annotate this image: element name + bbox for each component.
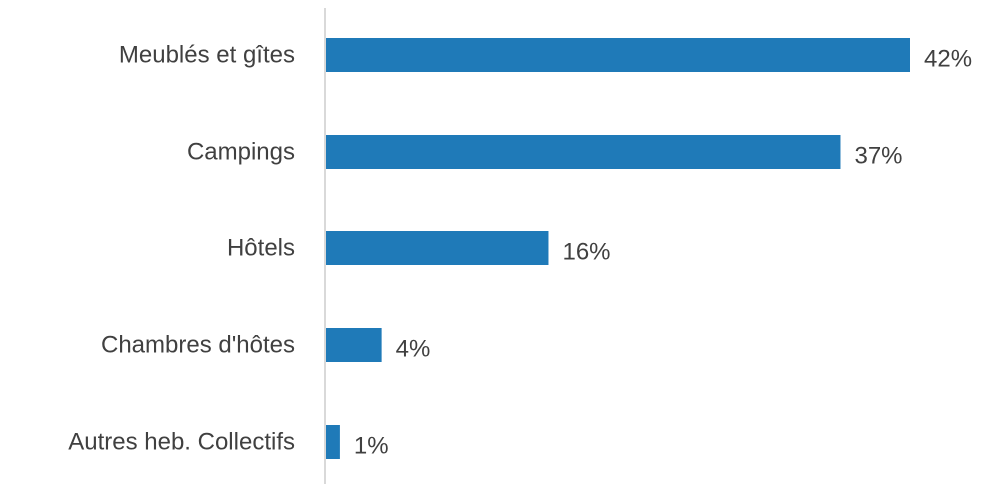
bar-campings	[326, 135, 841, 169]
value-labels-layer: 42% 37% 16% 4% 1%	[354, 46, 972, 460]
bar-chambres-d-hotes	[326, 328, 382, 362]
value-label-autres-heb-collectifs: 1%	[354, 433, 389, 460]
value-label-hotels: 16%	[562, 239, 610, 266]
category-label-hotels: Hôtels	[227, 235, 295, 262]
bar-autres-heb-collectifs	[326, 425, 340, 459]
value-label-chambres-d-hotes: 4%	[396, 336, 431, 363]
value-label-campings: 37%	[854, 143, 902, 170]
bar-hotels	[326, 231, 549, 265]
category-label-campings: Campings	[187, 139, 295, 166]
category-label-meubles-et-gites: Meublés et gîtes	[119, 42, 295, 69]
category-label-autres-heb-collectifs: Autres heb. Collectifs	[68, 429, 295, 456]
bar-meubles-et-gites	[326, 38, 910, 72]
category-label-chambres-d-hotes: Chambres d'hôtes	[101, 332, 295, 359]
value-label-meubles-et-gites: 42%	[924, 46, 972, 73]
category-labels-layer: Meublés et gîtes Campings Hôtels Chambres d…	[68, 42, 295, 456]
bars-layer	[326, 38, 910, 459]
